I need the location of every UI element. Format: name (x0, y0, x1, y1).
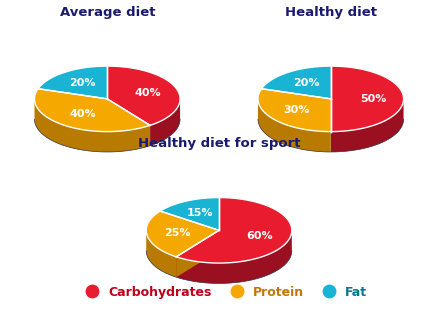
Text: 60%: 60% (246, 231, 273, 241)
Polygon shape (176, 230, 292, 284)
Polygon shape (34, 99, 150, 152)
Title: Healthy diet for sport: Healthy diet for sport (138, 137, 300, 150)
Polygon shape (331, 99, 404, 152)
Text: 30%: 30% (283, 105, 310, 115)
Text: 15%: 15% (186, 208, 213, 218)
Text: 20%: 20% (69, 79, 96, 89)
Text: 40%: 40% (134, 88, 161, 98)
Polygon shape (107, 66, 180, 125)
Text: 20%: 20% (293, 79, 319, 89)
Polygon shape (258, 99, 331, 152)
Polygon shape (107, 99, 150, 146)
Text: 50%: 50% (360, 94, 386, 104)
Polygon shape (160, 198, 219, 230)
Polygon shape (176, 230, 219, 277)
Polygon shape (107, 99, 150, 146)
Polygon shape (258, 89, 331, 131)
Polygon shape (261, 66, 331, 99)
Title: Average diet: Average diet (59, 6, 155, 19)
Text: 40%: 40% (69, 109, 96, 119)
Title: Healthy diet: Healthy diet (285, 6, 377, 19)
Polygon shape (38, 66, 107, 99)
Text: 25%: 25% (164, 228, 190, 238)
Polygon shape (176, 230, 219, 277)
Polygon shape (146, 211, 219, 257)
Legend: Carbohydrates, Protein, Fat: Carbohydrates, Protein, Fat (75, 281, 372, 304)
Polygon shape (331, 66, 404, 131)
Polygon shape (146, 230, 176, 277)
Polygon shape (150, 99, 180, 146)
Polygon shape (176, 198, 292, 263)
Polygon shape (34, 89, 150, 131)
